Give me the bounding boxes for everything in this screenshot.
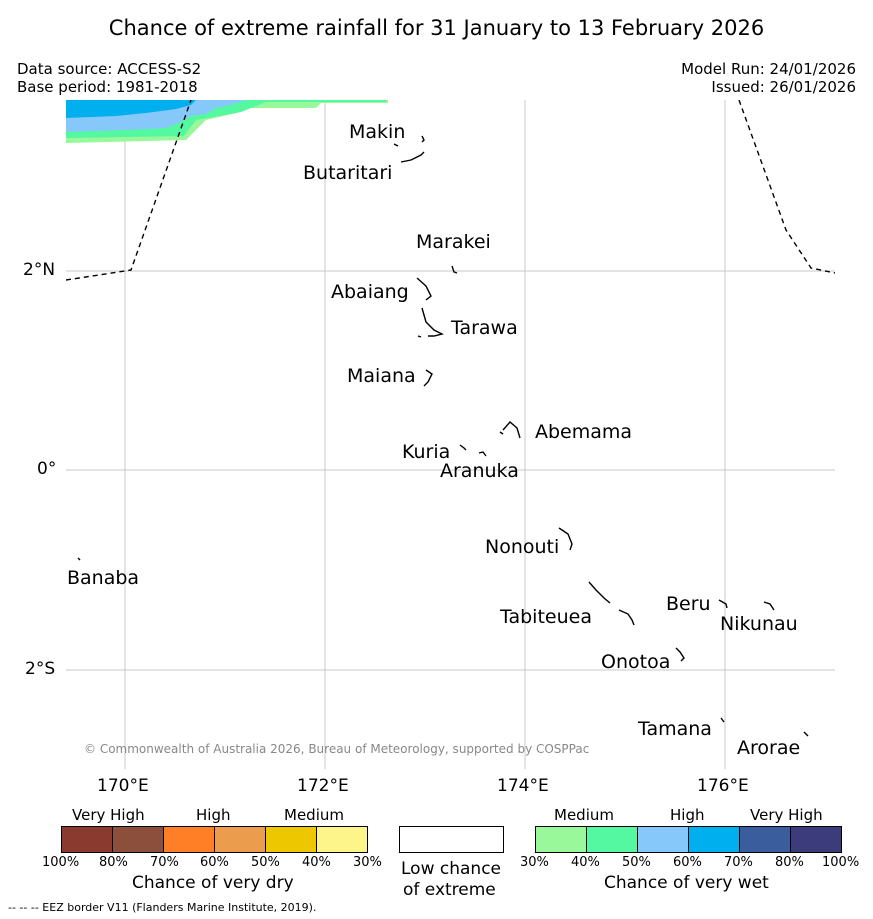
island-label-arorae: Arorae — [737, 737, 801, 759]
wet-tick: 70% — [724, 855, 753, 870]
wet-swatch-1 — [535, 826, 587, 853]
copyright-notice: © Commonwealth of Australia 2026, Bureau… — [84, 742, 590, 756]
island-label-abemama: Abemama — [535, 421, 633, 443]
wet-swatch-4 — [688, 826, 740, 853]
dry-swatch-1 — [61, 826, 113, 853]
wet-tick: 100% — [822, 855, 860, 870]
wet-shading — [66, 100, 388, 143]
dry-tick: 80% — [99, 855, 128, 870]
wet-swatch-6 — [790, 826, 842, 853]
lat-tick-2s: 2°S — [25, 659, 56, 679]
dry-tick: 100% — [42, 855, 80, 870]
map-canvas — [66, 100, 835, 769]
dry-tick: 40% — [302, 855, 331, 870]
gridlines — [66, 100, 835, 769]
island-label-maiana: Maiana — [347, 365, 416, 387]
eez-border — [66, 100, 835, 281]
island-label-kuria: Kuria — [402, 441, 451, 463]
dry-swatch-4 — [214, 826, 266, 853]
map-title: Chance of extreme rainfall for 31 Januar… — [108, 16, 765, 40]
island-label-beru: Beru — [666, 593, 711, 615]
low-chance-swatch — [399, 826, 504, 853]
lon-tick-170: 170°E — [97, 776, 149, 796]
lat-tick-0: 0° — [37, 459, 57, 479]
island-label-butaritari: Butaritari — [303, 162, 393, 184]
wet-tick: 60% — [673, 855, 702, 870]
island-label-marakei: Marakei — [416, 231, 491, 253]
island-label-tabiteuea: Tabiteuea — [500, 606, 592, 628]
dry-tick: 30% — [353, 855, 382, 870]
wet-tick: 30% — [520, 855, 549, 870]
map-panel[interactable] — [66, 100, 835, 769]
island-label-tarawa: Tarawa — [451, 317, 518, 339]
wet-tick: 40% — [571, 855, 600, 870]
island-label-tamana: Tamana — [638, 718, 712, 740]
wet-tick: 80% — [775, 855, 804, 870]
lon-tick-172: 172°E — [297, 776, 349, 796]
dry-tick: 50% — [251, 855, 280, 870]
island-shapes — [77, 135, 809, 737]
lon-tick-174: 174°E — [497, 776, 549, 796]
island-label-onotoa: Onotoa — [601, 651, 671, 673]
wet-swatch-5 — [739, 826, 791, 853]
dry-legend-label: Chance of very dry — [132, 873, 294, 893]
island-label-nikunau: Nikunau — [720, 613, 798, 635]
low-chance-label-1: Low chance — [401, 859, 501, 879]
lon-tick-176: 176°E — [697, 776, 749, 796]
island-label-banaba: Banaba — [67, 567, 140, 589]
wet-cat-medium: Medium — [554, 806, 614, 824]
wet-tick: 50% — [622, 855, 651, 870]
dry-tick: 70% — [150, 855, 179, 870]
wet-swatch-2 — [586, 826, 638, 853]
island-label-nonouti: Nonouti — [485, 536, 560, 558]
island-label-makin: Makin — [349, 121, 406, 143]
dry-cat-medium: Medium — [284, 806, 344, 824]
dry-swatch-5 — [265, 826, 317, 853]
wet-cat-high: High — [670, 806, 705, 824]
wet-swatch-3 — [637, 826, 689, 853]
low-chance-label-2: of extreme — [403, 880, 496, 900]
dry-swatch-2 — [112, 826, 164, 853]
wet-cat-very-high: Very High — [750, 806, 823, 824]
island-label-abaiang: Abaiang — [331, 281, 409, 303]
dry-cat-high: High — [196, 806, 231, 824]
dry-swatch-6 — [316, 826, 368, 853]
base-period: Base period: 1981-2018 — [17, 78, 198, 96]
issued-date: Issued: 26/01/2026 — [711, 78, 856, 96]
dry-cat-very-high: Very High — [72, 806, 145, 824]
dry-swatch-3 — [163, 826, 215, 853]
island-label-aranuka: Aranuka — [440, 460, 519, 482]
model-run: Model Run: 24/01/2026 — [681, 60, 856, 78]
data-source: Data source: ACCESS-S2 — [17, 60, 202, 78]
eez-footnote: -- -- -- EEZ border V11 (Flanders Marine… — [8, 901, 317, 914]
wet-legend-label: Chance of very wet — [604, 873, 769, 893]
dry-tick: 60% — [200, 855, 229, 870]
lat-tick-2n: 2°N — [23, 260, 56, 280]
